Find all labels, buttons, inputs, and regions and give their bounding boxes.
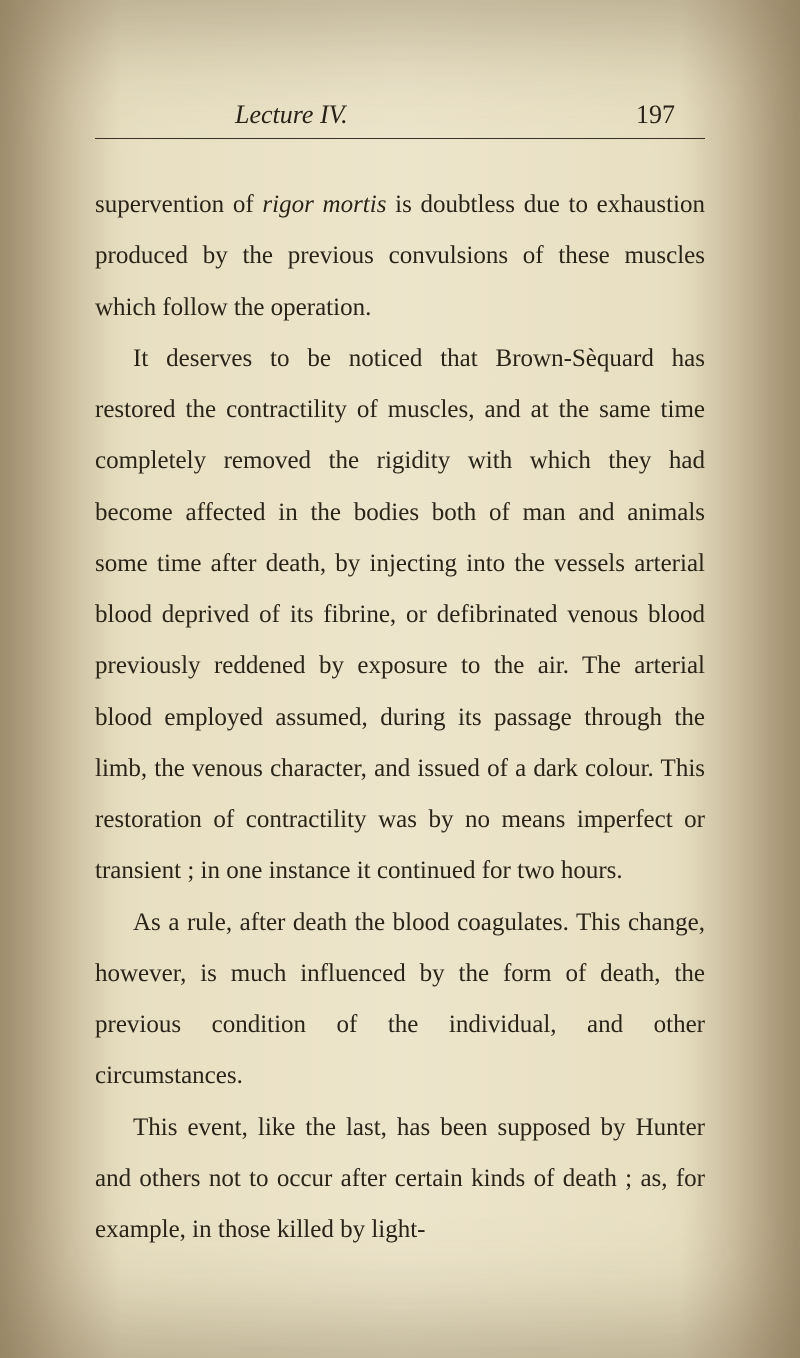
page-header: Lecture IV. 197 [95, 100, 705, 139]
p1-italic: rigor mortis [262, 191, 386, 218]
body-text: supervention of rigor mortis is doubtles… [95, 179, 705, 1255]
paragraph-4: This event, like the last, has been supp… [95, 1102, 705, 1256]
paragraph-2: It deserves to be noticed that Brown-Sèq… [95, 333, 705, 897]
book-page: Lecture IV. 197 supervention of rigor mo… [0, 0, 800, 1358]
paragraph-3: As a rule, after death the blood coagula… [95, 897, 705, 1102]
lecture-title: Lecture IV. [95, 100, 348, 130]
paragraph-1: supervention of rigor mortis is doubtles… [95, 179, 705, 333]
page-number: 197 [636, 100, 705, 130]
p1-text-1: supervention of [95, 191, 262, 218]
